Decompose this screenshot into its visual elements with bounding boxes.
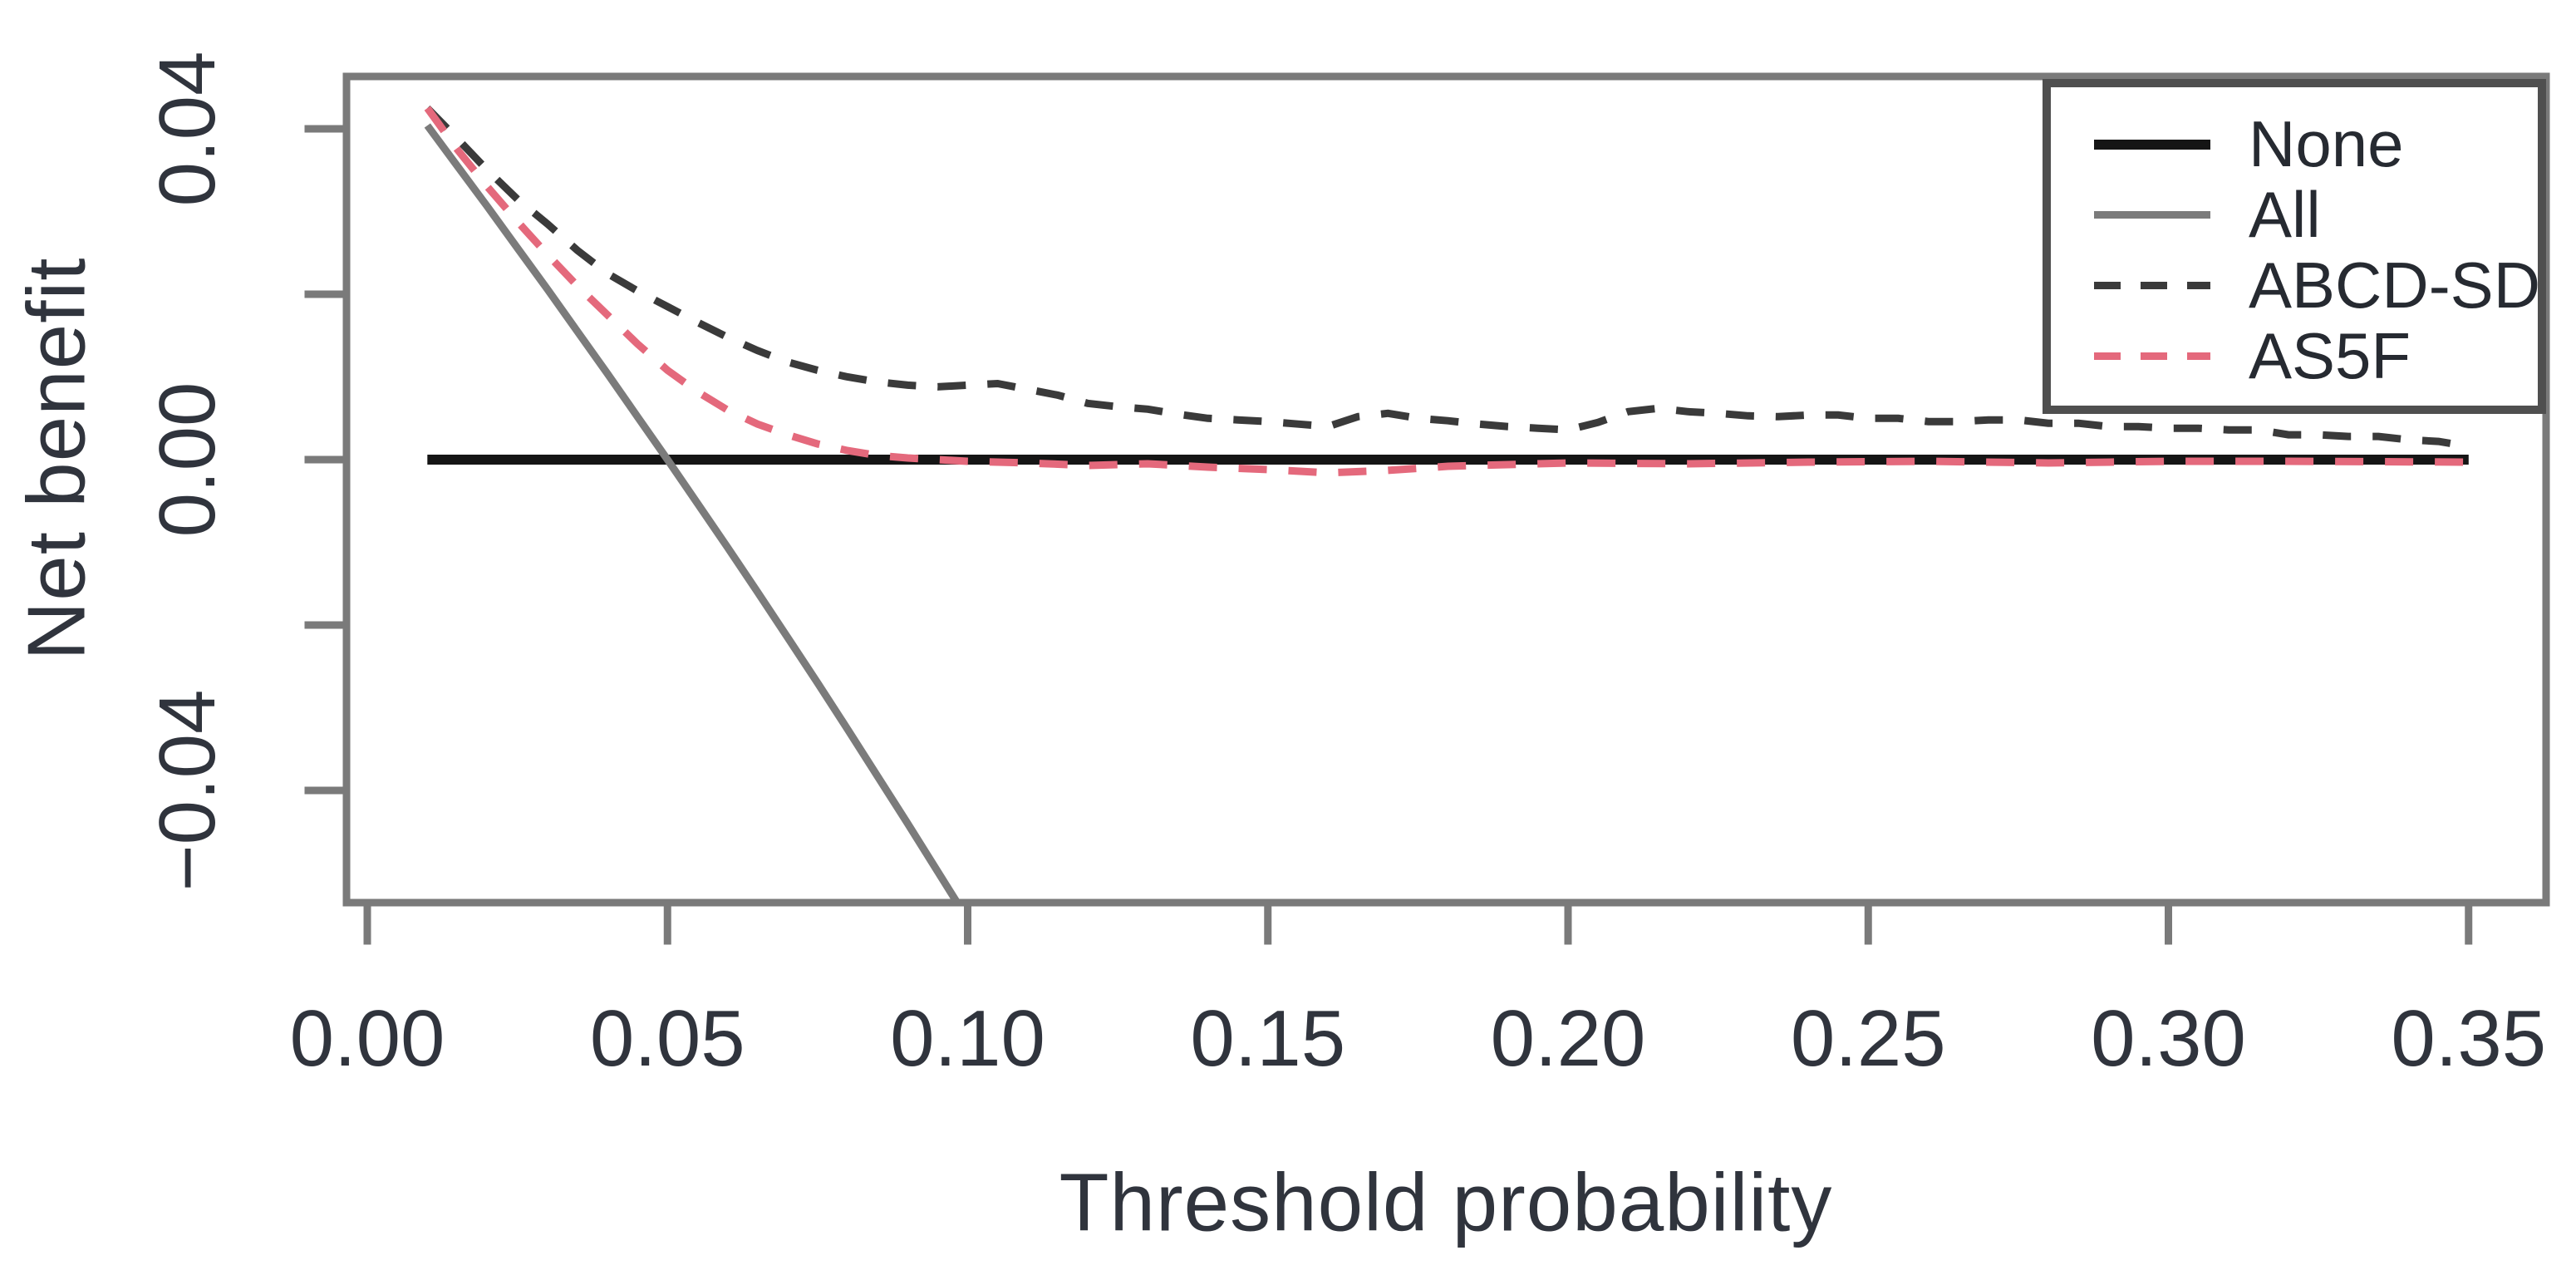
- legend-line-swatch: [2094, 211, 2210, 219]
- y-tick-label: −0.04: [143, 690, 232, 892]
- x-tick-label: 0.00: [290, 994, 445, 1083]
- legend-item-none: None: [2051, 107, 2538, 180]
- x-axis-title: Threshold probability: [1059, 1156, 1833, 1248]
- legend-item-as5f: AS5F: [2051, 319, 2538, 392]
- series-line-all: [424, 123, 960, 899]
- legend-label: ABCD-SD: [2249, 249, 2541, 322]
- legend-label: All: [2249, 178, 2321, 251]
- legend-line-swatch: [2094, 282, 2210, 289]
- x-tick-label: 0.30: [2091, 994, 2246, 1083]
- x-tick-label: 0.35: [2391, 994, 2546, 1083]
- x-tick-label: 0.20: [1491, 994, 1646, 1083]
- x-tick-label: 0.25: [1791, 994, 1946, 1083]
- x-tick-label: 0.05: [590, 994, 745, 1083]
- series-line-as5f: [424, 106, 2469, 477]
- plot-border: [342, 72, 2550, 907]
- series-line-abcd-sd: [425, 105, 2470, 450]
- legend-item-all: All: [2051, 178, 2538, 251]
- legend-label: None: [2249, 107, 2404, 180]
- legend-item-abcd-sd: ABCD-SD: [2051, 249, 2541, 322]
- legend-line-swatch: [2094, 352, 2210, 360]
- y-tick-label: 0.00: [143, 382, 232, 538]
- y-tick-label: 0.04: [143, 52, 232, 207]
- legend-label: AS5F: [2249, 319, 2411, 392]
- x-tick-label: 0.10: [890, 994, 1045, 1083]
- legend-line-swatch: [2094, 139, 2210, 150]
- y-axis-title: Net benefit: [10, 257, 102, 661]
- x-tick-label: 0.15: [1190, 994, 1345, 1083]
- legend-box: None All ABCD-SD AS5F: [2043, 79, 2546, 414]
